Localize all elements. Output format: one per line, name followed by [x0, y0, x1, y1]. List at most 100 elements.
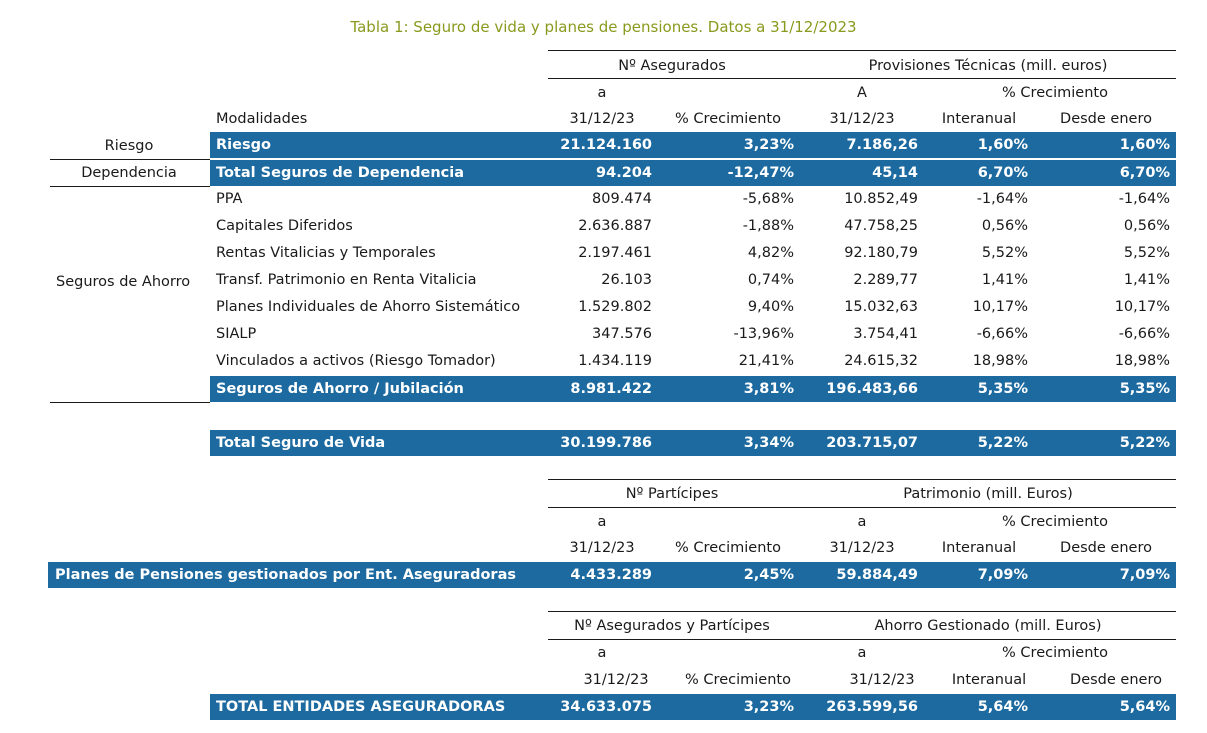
cell-provisiones: 203.715,07: [826, 435, 918, 451]
row-label: Transf. Patrimonio en Renta Vitalicia: [216, 272, 477, 288]
cell-desde-enero: -1,64%: [1118, 191, 1170, 207]
cell-patrimonio: 59.884,49: [836, 567, 918, 583]
group-label-ahorro: Seguros de Ahorro: [56, 274, 191, 290]
cell-crecimiento: 9,40%: [747, 299, 794, 315]
cell-desde-enero: 5,35%: [1119, 381, 1170, 397]
row-label: Seguros de Ahorro / Jubilación: [216, 381, 464, 397]
cell-asegurados: 347.576: [592, 326, 652, 342]
cell-provisiones: 47.758,25: [844, 218, 918, 234]
cell-asegurados: 1.434.119: [578, 353, 652, 369]
cell-asegurados: 30.199.786: [560, 435, 652, 451]
group-label-riesgo: Riesgo: [104, 138, 154, 154]
cell-crecimiento: -12,47%: [727, 165, 794, 181]
table-row: PPA 809.474 -5,68% 10.852,49 -1,64% -1,6…: [210, 186, 1176, 213]
cell-asegurados: 94.204: [596, 165, 652, 181]
header-crecimiento: % Crecimiento: [1002, 514, 1108, 530]
header-a-1: a: [597, 514, 607, 530]
header-a-2: A: [857, 85, 867, 101]
total-row: Total Seguro de Vida 30.199.786 3,34% 20…: [210, 430, 1176, 456]
cell-crecimiento: -5,68%: [742, 191, 794, 207]
cell-desde-enero: 5,22%: [1119, 435, 1170, 451]
group-header-participes: Nº Partícipes: [625, 486, 719, 502]
table-row: Transf. Patrimonio en Renta Vitalicia 26…: [210, 267, 1176, 294]
cell-desde-enero: -6,66%: [1118, 326, 1170, 342]
cell-asegurados: 809.474: [592, 191, 652, 207]
table-row: Vinculados a activos (Riesgo Tomador) 1.…: [210, 348, 1176, 375]
table-row: Rentas Vitalicias y Temporales 2.197.461…: [210, 240, 1176, 267]
cell-crecimiento: -1,88%: [742, 218, 794, 234]
header-desde-enero: Desde enero: [1060, 540, 1152, 556]
cell-crecimiento: 0,74%: [747, 272, 794, 288]
table-row: Total Seguros de Dependencia 94.204 -12,…: [210, 160, 1176, 186]
cell-interanual: 10,17%: [972, 299, 1028, 315]
header-date-2: 31/12/23: [829, 540, 895, 556]
cell-interanual: 1,60%: [977, 137, 1028, 153]
header-interanual: Interanual: [941, 540, 1017, 556]
cell-asegurados: 2.636.887: [578, 218, 652, 234]
cell-crecimiento: 2,45%: [743, 567, 794, 583]
cell-interanual: 5,64%: [977, 699, 1028, 715]
cell-crecimiento: 4,82%: [747, 245, 794, 261]
header-date-2: 31/12/23: [849, 672, 915, 688]
row-label: Rentas Vitalicias y Temporales: [216, 245, 436, 261]
cell-provisiones: 15.032,63: [844, 299, 918, 315]
header-crecimiento: % Crecimiento: [1002, 645, 1108, 661]
header-top-rule: [548, 611, 1176, 612]
row-label: SIALP: [216, 326, 257, 342]
header-pct-crecimiento: % Crecimiento: [675, 540, 781, 556]
header-date-1: 31/12/23: [583, 672, 649, 688]
row-label: Planes Individuales de Ahorro Sistemátic…: [216, 299, 521, 315]
row-label: TOTAL ENTIDADES ASEGURADORAS: [216, 699, 506, 715]
cell-asegurados: 21.124.160: [560, 137, 652, 153]
table-row: Planes Individuales de Ahorro Sistemátic…: [210, 294, 1176, 321]
table-row: SIALP 347.576 -13,96% 3.754,41 -6,66% -6…: [210, 321, 1176, 348]
header-a-2: a: [857, 514, 867, 530]
row-label: Vinculados a activos (Riesgo Tomador): [216, 353, 496, 369]
cell-desde-enero: 1,60%: [1119, 137, 1170, 153]
header-desde-enero: Desde enero: [1060, 111, 1152, 127]
header-interanual: Interanual: [951, 672, 1027, 688]
header-mid-rule: [548, 639, 1176, 640]
cell-interanual: 5,22%: [977, 435, 1028, 451]
total-entidades-row: TOTAL ENTIDADES ASEGURADORAS 34.633.075 …: [210, 694, 1176, 720]
header-top-rule: [548, 50, 1176, 51]
header-date-1: 31/12/23: [569, 540, 635, 556]
group-header-asegurados-participes: Nº Asegurados y Partícipes: [574, 618, 770, 634]
cell-interanual: 5,35%: [977, 381, 1028, 397]
cell-interanual: 1,41%: [981, 272, 1028, 288]
row-label: Capitales Diferidos: [216, 218, 353, 234]
row-label: PPA: [216, 191, 243, 207]
cell-interanual: 7,09%: [977, 567, 1028, 583]
cell-interanual: 5,52%: [981, 245, 1028, 261]
header-desde-enero: Desde enero: [1070, 672, 1162, 688]
header-date-2: 31/12/23: [829, 111, 895, 127]
table-row: Capitales Diferidos 2.636.887 -1,88% 47.…: [210, 213, 1176, 240]
cell-provisiones: 92.180,79: [844, 245, 918, 261]
cell-interanual: 0,56%: [981, 218, 1028, 234]
cell-interanual: 6,70%: [977, 165, 1028, 181]
cell-interanual: -6,66%: [976, 326, 1028, 342]
row-label: Riesgo: [216, 137, 271, 153]
header-mid-rule: [548, 507, 1176, 508]
group-header-provisiones: Provisiones Técnicas (mill. euros): [868, 58, 1108, 74]
group-header-ahorro-gestionado: Ahorro Gestionado (mill. Euros): [874, 618, 1102, 634]
cell-crecimiento: -13,96%: [733, 326, 794, 342]
group-rule: [50, 186, 210, 187]
cell-crecimiento: 3,34%: [743, 435, 794, 451]
group-header-patrimonio: Patrimonio (mill. Euros): [903, 486, 1073, 502]
cell-provisiones: 7.186,26: [846, 137, 918, 153]
header-mid-rule: [548, 78, 1176, 79]
cell-provisiones: 45,14: [872, 165, 918, 181]
group-rule: [50, 402, 210, 403]
cell-provisiones: 2.289,77: [853, 272, 918, 288]
cell-participes: 4.433.289: [570, 567, 652, 583]
cell-crecimiento: 3,81%: [743, 381, 794, 397]
cell-crecimiento: 21,41%: [738, 353, 794, 369]
cell-provisiones: 10.852,49: [844, 191, 918, 207]
row-label: Total Seguro de Vida: [216, 435, 386, 451]
cell-asegurados: 26.103: [601, 272, 652, 288]
header-a-1: a: [597, 85, 607, 101]
cell-asegurados: 1.529.802: [578, 299, 652, 315]
group-header-nasegurados: Nº Asegurados: [618, 58, 726, 74]
cell-interanual: -1,64%: [976, 191, 1028, 207]
